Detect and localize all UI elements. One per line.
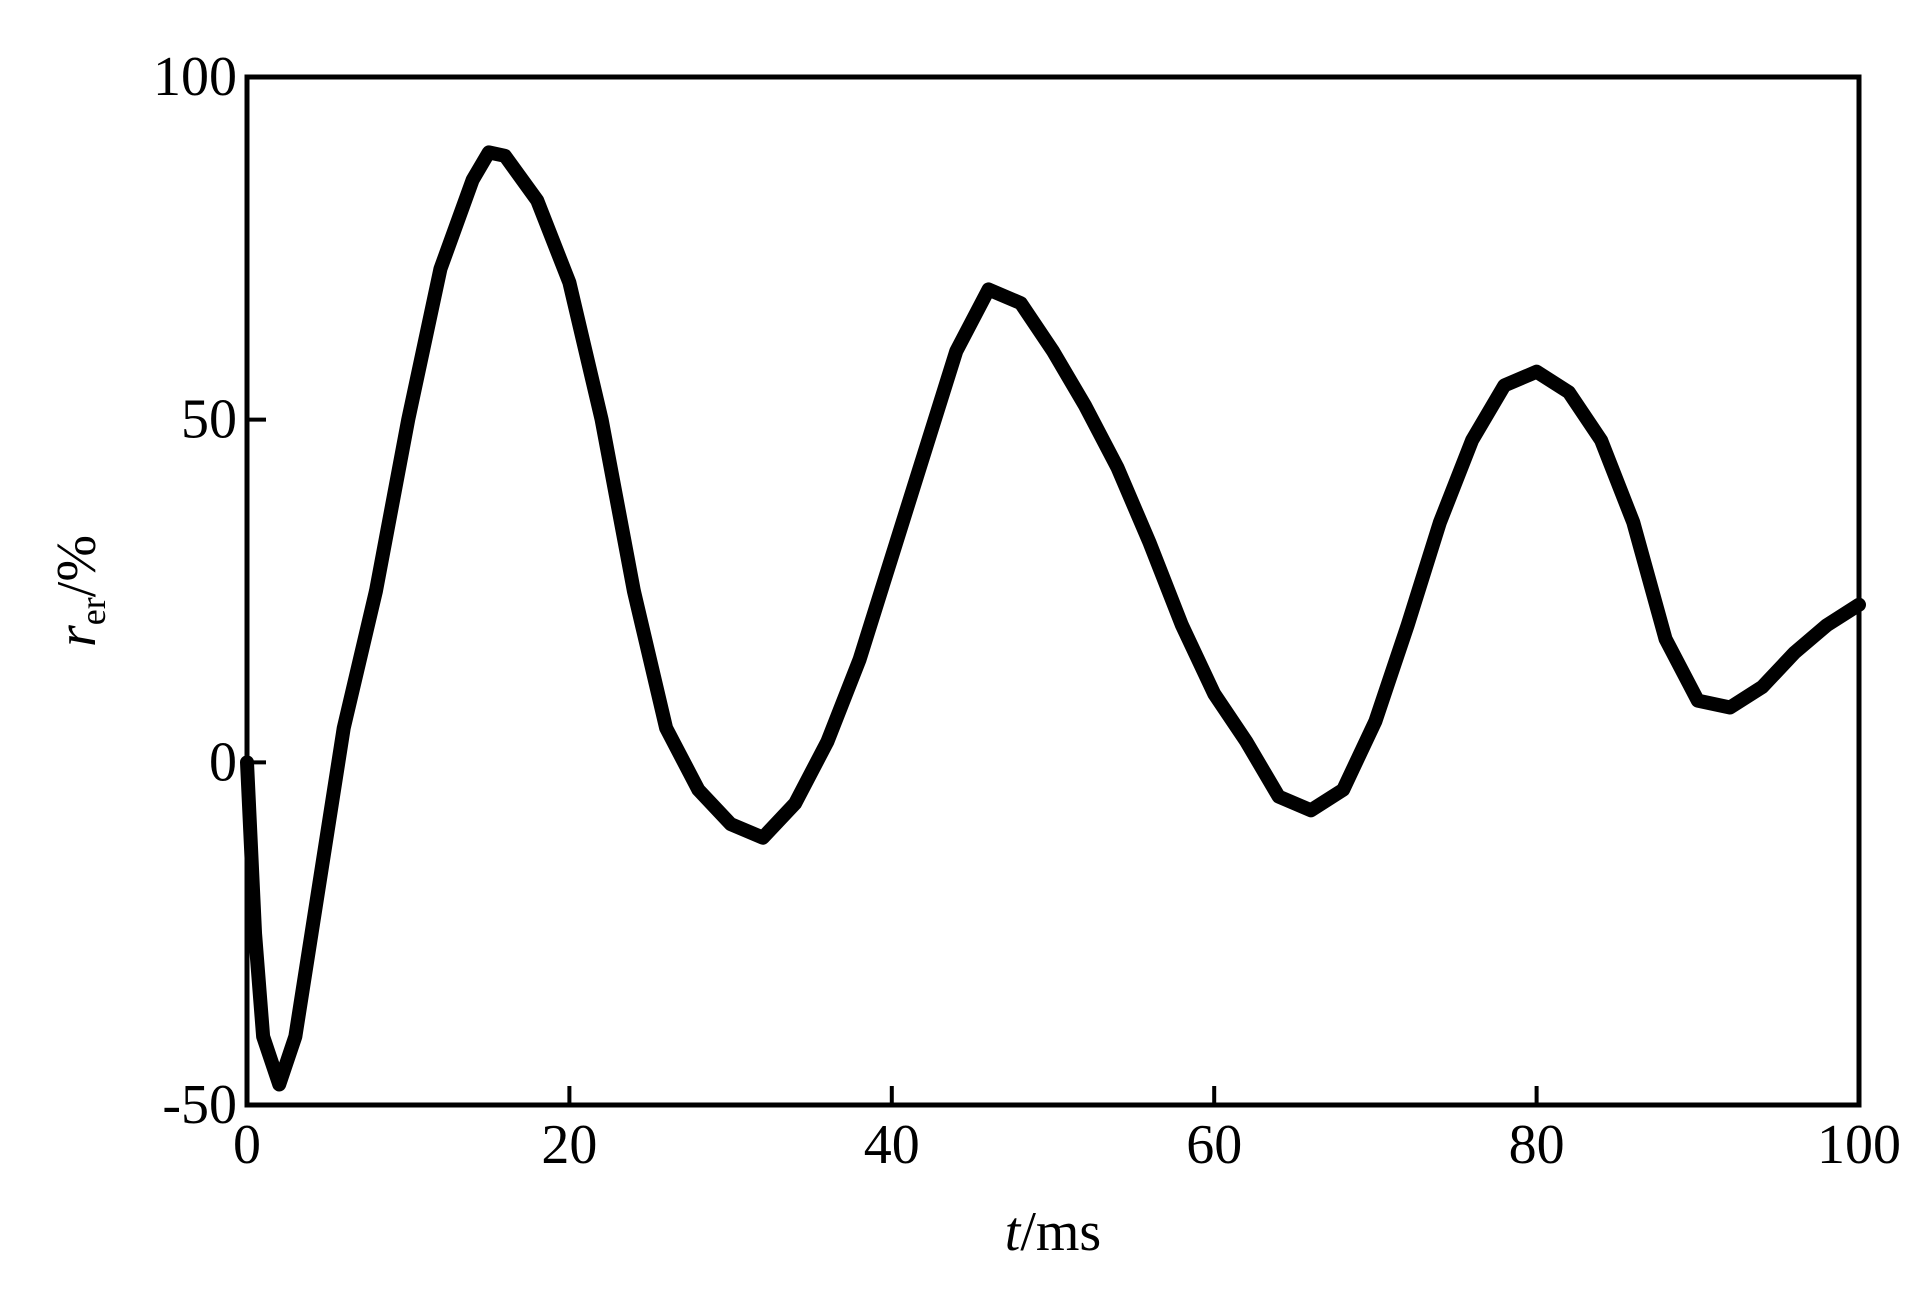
x-tick-label: 60	[1186, 1114, 1242, 1176]
y-axis-label: rer/%	[46, 535, 113, 647]
x-tick-label: 40	[864, 1114, 920, 1176]
y-label-subscript: er	[73, 597, 113, 625]
x-label-unit: /ms	[1020, 1201, 1101, 1263]
y-label-symbol: r	[46, 625, 108, 647]
plot-frame	[244, 74, 1862, 1108]
y-tick-label: 100	[153, 46, 237, 108]
x-tick-label: 100	[1817, 1114, 1901, 1176]
data-line	[240, 145, 1866, 1092]
x-axis-label: t/ms	[1005, 1201, 1101, 1263]
y-tick-label: 0	[209, 731, 237, 793]
x-tick-label: 80	[1509, 1114, 1565, 1176]
y-tick-label: 50	[181, 389, 237, 451]
x-tick-label: 20	[541, 1114, 597, 1176]
y-tick-label: -50	[162, 1074, 237, 1136]
y-label-unit: /%	[46, 535, 108, 597]
x-tick-label: 0	[233, 1114, 261, 1176]
x-label-symbol: t	[1005, 1201, 1022, 1263]
